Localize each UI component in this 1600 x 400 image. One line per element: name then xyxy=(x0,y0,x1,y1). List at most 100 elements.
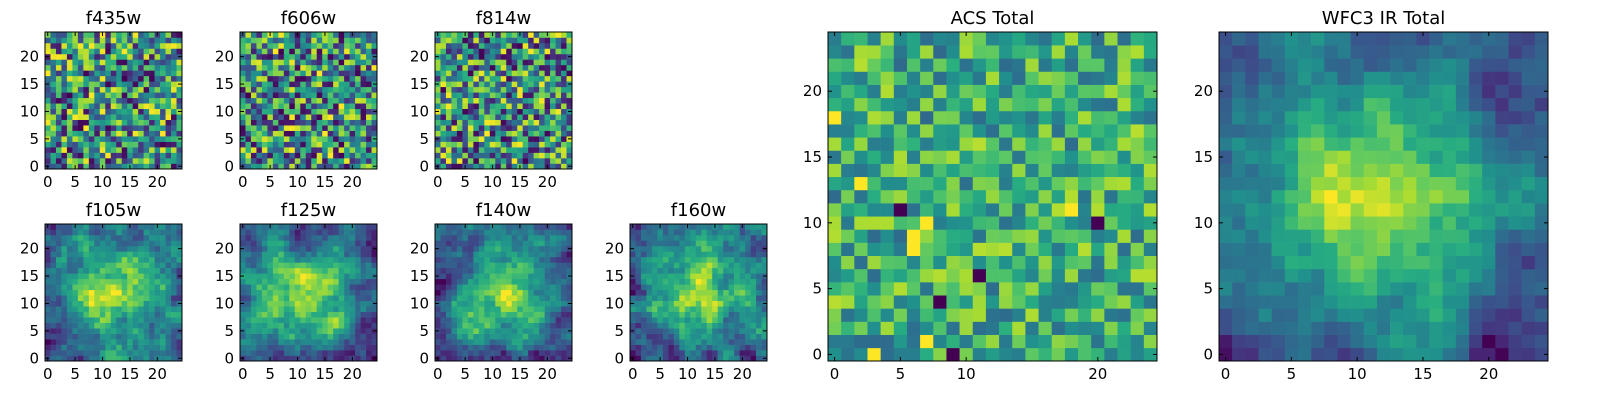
heatmap-cell xyxy=(105,350,112,356)
heatmap-cell xyxy=(349,125,356,131)
heatmap-cell xyxy=(690,278,697,285)
heatmap-cell xyxy=(445,86,452,93)
heatmap-cell xyxy=(99,311,106,318)
heatmap-cell xyxy=(105,300,112,307)
heatmap-cell xyxy=(517,328,523,334)
heatmap-cell xyxy=(121,152,128,159)
heatmap-cell xyxy=(544,240,551,247)
heatmap-cell xyxy=(462,284,469,291)
heatmap-cell xyxy=(662,240,669,247)
heatmap-cell xyxy=(662,245,669,252)
heatmap-cell xyxy=(445,147,452,153)
heatmap-cell xyxy=(45,295,51,302)
heatmap-cell xyxy=(88,224,95,230)
x-tick-label: 10 xyxy=(93,173,112,191)
heatmap-cell xyxy=(45,97,51,104)
heatmap-cell xyxy=(451,251,458,258)
heatmap-cell xyxy=(116,136,123,142)
heatmap-cell xyxy=(132,141,139,148)
heatmap-cell xyxy=(327,163,334,170)
heatmap-cell xyxy=(316,81,323,88)
heatmap-cell xyxy=(920,189,934,204)
heatmap-cell xyxy=(154,328,161,334)
heatmap-cell xyxy=(360,158,367,164)
heatmap-cell xyxy=(728,229,735,236)
heatmap-cell xyxy=(1143,321,1158,335)
heatmap-cell xyxy=(149,267,155,274)
heatmap-cell xyxy=(245,355,252,362)
heatmap-cell xyxy=(360,295,367,302)
heatmap-cell xyxy=(99,256,106,263)
heatmap-cell xyxy=(959,229,974,243)
heatmap-cell xyxy=(435,229,441,236)
heatmap-cell xyxy=(127,240,133,247)
heatmap-cell xyxy=(138,322,144,329)
heatmap-cell xyxy=(316,32,323,38)
heatmap-cell xyxy=(555,339,562,345)
heatmap-cell xyxy=(105,256,112,263)
heatmap-cell xyxy=(116,163,123,170)
heatmap-cell xyxy=(651,333,658,340)
heatmap-cell xyxy=(311,284,318,291)
heatmap-cell xyxy=(462,136,469,142)
heatmap-cell xyxy=(132,256,139,263)
heatmap-cell xyxy=(311,53,318,60)
heatmap-cell xyxy=(511,300,518,307)
heatmap-cell xyxy=(539,295,545,302)
heatmap-cell xyxy=(272,333,279,340)
heatmap-cell xyxy=(311,86,318,93)
heatmap-cell xyxy=(261,328,268,334)
heatmap-cell xyxy=(83,240,90,247)
heatmap-cell xyxy=(506,344,513,351)
heatmap-cell xyxy=(484,125,491,131)
heatmap-cell xyxy=(165,86,172,93)
heatmap-cell xyxy=(165,64,172,71)
heatmap-cell xyxy=(267,136,274,142)
heatmap-cell xyxy=(176,75,183,82)
heatmap-cell xyxy=(138,273,144,280)
heatmap-cell xyxy=(138,229,144,236)
heatmap-cell xyxy=(528,306,534,312)
heatmap-cell xyxy=(495,300,502,307)
heatmap-cell xyxy=(272,306,279,312)
heatmap-cell xyxy=(679,328,686,334)
heatmap-cell xyxy=(110,97,117,104)
heatmap-cell xyxy=(77,125,84,131)
heatmap-cell xyxy=(143,119,150,126)
heatmap-cell xyxy=(121,75,128,82)
heatmap-cell xyxy=(127,256,133,263)
heatmap-cell xyxy=(261,295,268,302)
heatmap-cell xyxy=(94,163,101,170)
heatmap-cell xyxy=(294,256,301,263)
heatmap-cell xyxy=(695,240,702,247)
heatmap-cell xyxy=(522,163,529,170)
heatmap-cell xyxy=(149,273,155,280)
heatmap-cell xyxy=(712,350,718,356)
heatmap-cell xyxy=(121,119,128,126)
heatmap-cell xyxy=(489,311,496,318)
heatmap-cell xyxy=(327,97,334,104)
heatmap-cell xyxy=(684,306,691,312)
heatmap-cell xyxy=(127,289,133,296)
heatmap-cell xyxy=(272,163,279,170)
heatmap-cell xyxy=(734,234,740,241)
heatmap-cell xyxy=(500,86,507,93)
heatmap-cell xyxy=(467,141,474,148)
heatmap-cell xyxy=(539,125,545,131)
heatmap-cell xyxy=(50,344,57,351)
heatmap-cell xyxy=(66,86,73,93)
heatmap-cell xyxy=(360,328,367,334)
heatmap-cell xyxy=(511,125,518,131)
heatmap-cell xyxy=(327,273,334,280)
heatmap-cell xyxy=(435,103,441,110)
heatmap-cell xyxy=(662,278,669,285)
heatmap-cell xyxy=(256,295,263,302)
heatmap-cell xyxy=(132,317,139,323)
heatmap-cell xyxy=(349,278,356,285)
heatmap-cell xyxy=(138,344,144,351)
heatmap-cell xyxy=(684,256,691,263)
heatmap-cell xyxy=(127,108,133,115)
heatmap-cell xyxy=(1038,189,1053,204)
heatmap-cell xyxy=(355,256,361,263)
